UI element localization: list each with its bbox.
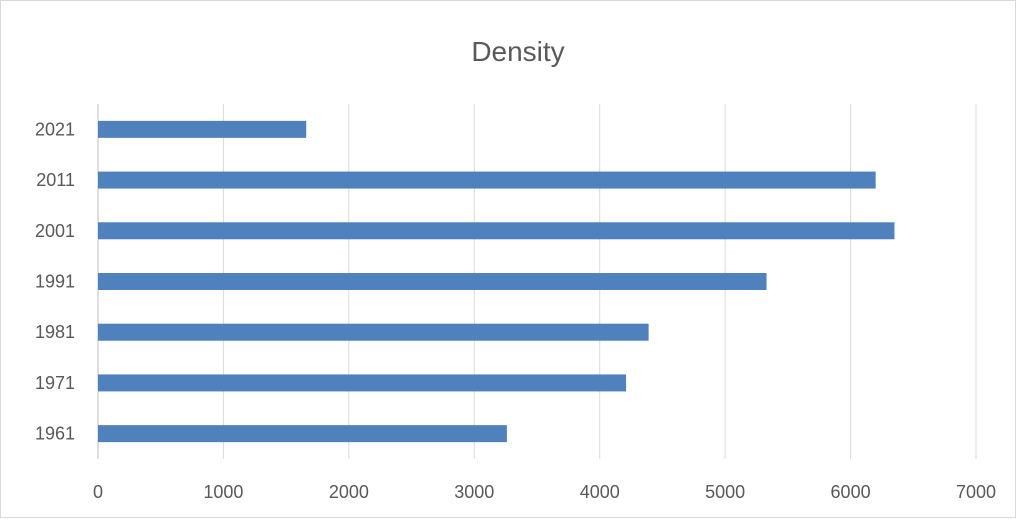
category-label: 1981 — [35, 322, 75, 342]
category-labels: 1961 1971 1981 1991 2001 2011 2021 — [35, 119, 75, 443]
x-tick-label: 1000 — [203, 482, 243, 502]
bar-1981 — [98, 323, 649, 341]
x-tick-label: 7000 — [956, 482, 996, 502]
bar-1961 — [98, 425, 507, 443]
x-tick-label: 4000 — [580, 482, 620, 502]
x-tick-label: 5000 — [705, 482, 745, 502]
bar-1991 — [98, 273, 767, 290]
bar-2021 — [98, 120, 307, 138]
chart-title: Density — [471, 36, 564, 67]
bar-2011 — [98, 171, 876, 189]
x-tick-label: 6000 — [831, 482, 871, 502]
bars — [98, 120, 895, 443]
category-label: 1991 — [35, 272, 75, 292]
bar-1971 — [98, 374, 627, 392]
category-label: 2001 — [35, 221, 75, 241]
category-label: 2021 — [35, 119, 75, 139]
x-tick-label: 0 — [93, 482, 103, 502]
bar-2001 — [98, 222, 895, 240]
x-tick-label: 3000 — [454, 482, 494, 502]
x-tick-label: 2000 — [329, 482, 369, 502]
x-tick-labels: 0 1000 2000 3000 4000 5000 6000 7000 — [93, 482, 996, 502]
category-label: 1971 — [35, 373, 75, 393]
category-label: 2011 — [36, 170, 75, 190]
category-label: 1961 — [35, 424, 75, 444]
